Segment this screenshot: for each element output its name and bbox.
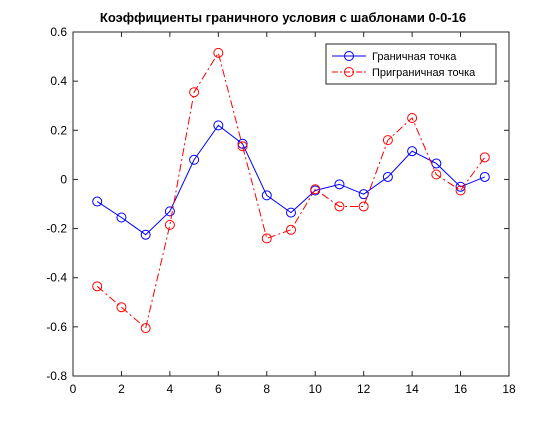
series-2-point: [237, 141, 248, 152]
series-2-point: [455, 185, 466, 196]
x-tick-label: 8: [263, 382, 270, 396]
series-2-point: [92, 281, 103, 292]
series-2-point: [334, 201, 345, 212]
series-1-point: [382, 171, 393, 182]
x-tick-label: 0: [70, 382, 77, 396]
series-2-point: [140, 323, 151, 334]
series-1-line: [96, 124, 485, 236]
legend: Граничная точка Приграничная точка: [325, 43, 497, 85]
legend-label-1: Граничная точка: [372, 51, 457, 63]
x-tick-label: 10: [309, 382, 323, 396]
series-1-point: [479, 171, 490, 182]
series-1-point: [140, 229, 151, 240]
x-tick-label: 2: [118, 382, 125, 396]
series-1-point: [116, 212, 127, 223]
y-tick-label: 0.4: [50, 74, 67, 88]
series-1-point: [164, 206, 175, 217]
series-2-point: [189, 87, 200, 98]
series-1-point: [455, 181, 466, 192]
series-2-point: [164, 219, 175, 230]
legend-marker-2: [344, 67, 354, 77]
series-1-point: [92, 196, 103, 207]
x-tick-label: 18: [502, 382, 516, 396]
series-2-line: [96, 51, 486, 330]
x-tick-label: 6: [215, 382, 222, 396]
series-1-point: [334, 179, 345, 190]
legend-label-2: Приграничная точка: [372, 67, 476, 79]
series-1-point: [213, 120, 224, 131]
series-1-point: [407, 146, 418, 157]
series-2-point: [479, 152, 490, 163]
series-2-point: [431, 169, 442, 180]
x-tick-label: 4: [167, 382, 174, 396]
legend-marker-1: [344, 51, 354, 61]
y-tick-label: -0.8: [46, 369, 67, 383]
series-1-point: [261, 190, 272, 201]
series-1-point: [358, 189, 369, 200]
x-tick-label: 14: [405, 382, 419, 396]
y-tick-label: 0.2: [50, 123, 67, 137]
series-2-point: [261, 233, 272, 244]
series-2-point: [310, 184, 321, 195]
legend-box: [325, 43, 497, 85]
x-tick-label: 12: [357, 382, 371, 396]
x-tick-label: 16: [454, 382, 468, 396]
series-2-point: [358, 201, 369, 212]
series-2-point: [286, 224, 296, 235]
series-1-point: [189, 154, 200, 165]
series-1-point: [286, 207, 296, 218]
series-2-point: [116, 302, 127, 313]
y-tick-label: -0.6: [46, 320, 67, 334]
y-tick-label: 0.6: [50, 25, 67, 39]
series-1-point: [237, 138, 248, 149]
y-tick-label: 0: [60, 172, 67, 186]
series-2-point: [213, 47, 224, 58]
plot-area: 0 2 4 6 8 10 12 14 16 18 -0.8 -0.6 -0.4 -0.2 0 0.2 0.4 0.…: [46, 25, 516, 396]
y-tick-label: -0.4: [46, 271, 67, 285]
series-2-point: [407, 113, 418, 123]
y-tick-label: -0.2: [46, 222, 67, 236]
axes-box: [72, 31, 510, 377]
series-2-point: [382, 135, 393, 146]
chart-title: Коэффициенты граничного условия с шаблон…: [100, 10, 466, 25]
